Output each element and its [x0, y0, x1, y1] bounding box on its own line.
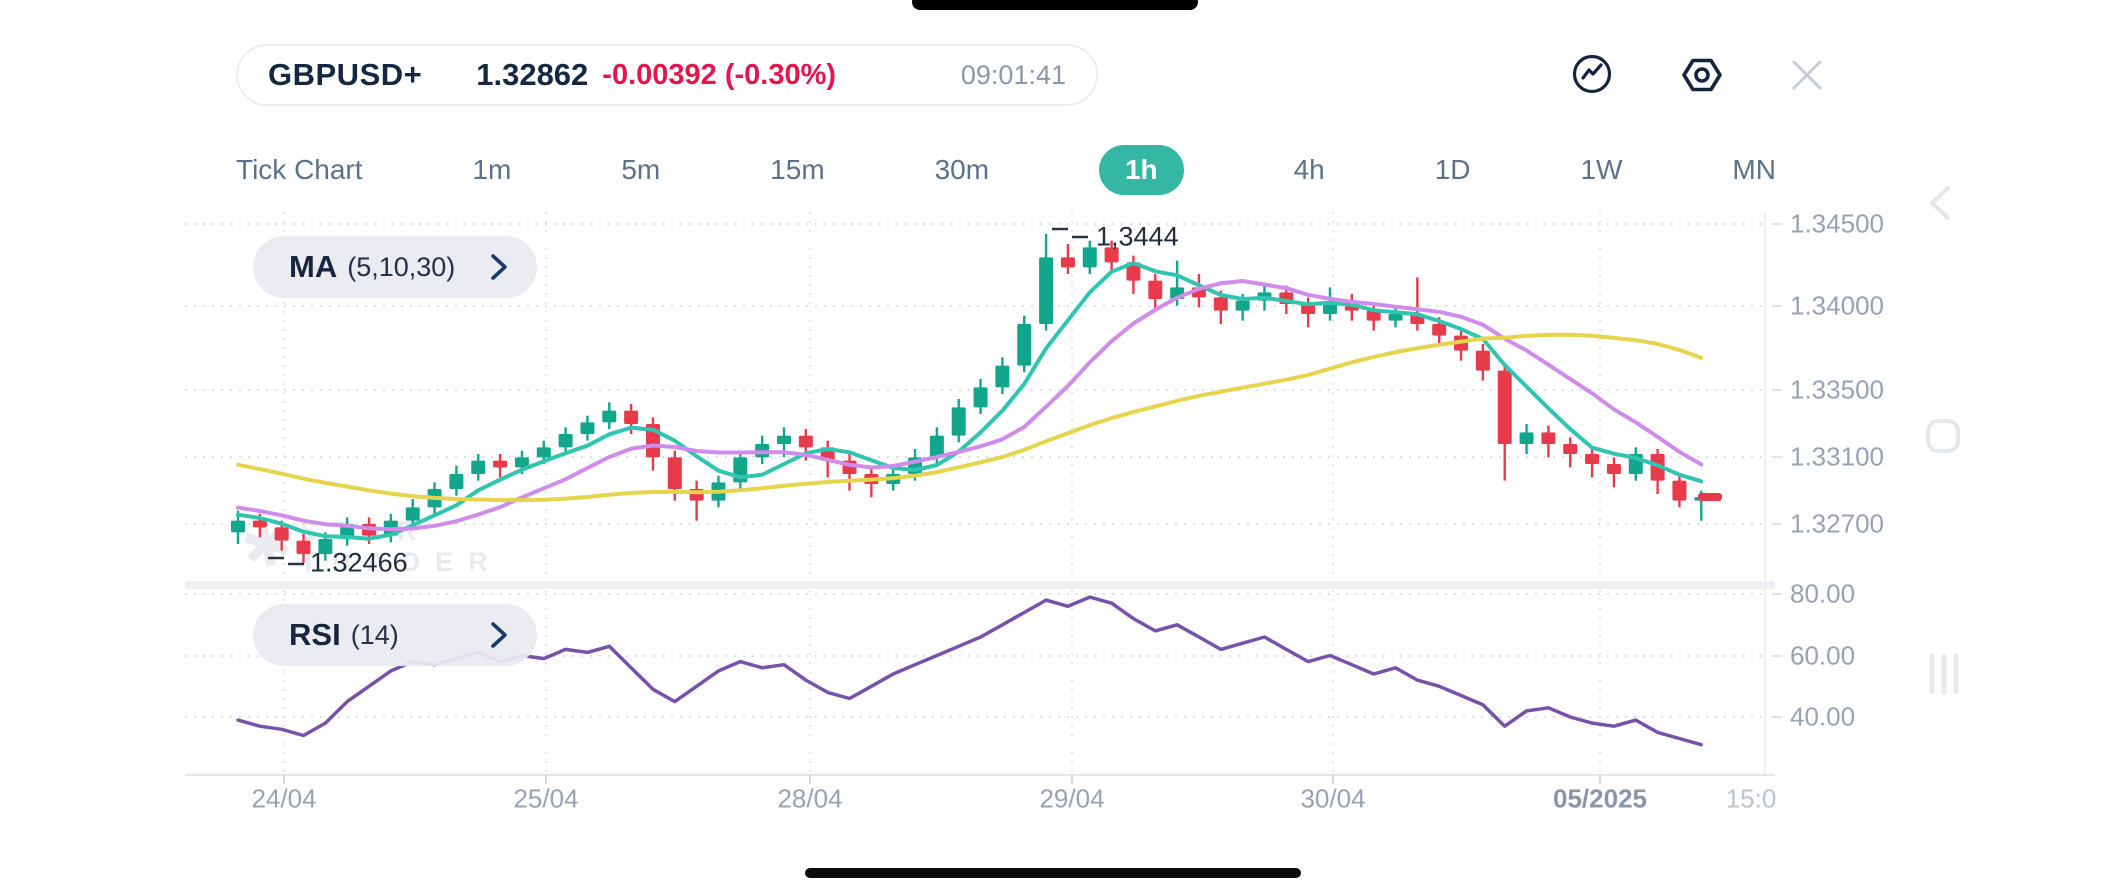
time-axis-label: 29/04 — [1039, 783, 1105, 814]
rsi-axis-label: 40.00 — [1790, 701, 1856, 732]
close-icon[interactable] — [1787, 55, 1827, 95]
price-axis-label: 1.32700 — [1790, 508, 1884, 539]
price-axis-label: 1.33100 — [1790, 441, 1884, 472]
timeframe-bar: Tick Chart 1m 5m 15m 30m 1h 4h 1D 1W MN — [236, 143, 1776, 197]
last-price: 1.32862 — [476, 57, 589, 92]
rsi-axis-label: 60.00 — [1790, 640, 1856, 671]
panel-resize-handle[interactable] — [1924, 650, 1964, 698]
time-axis-label: 28/04 — [777, 783, 843, 814]
symbol-name: GBPUSD+ — [268, 57, 423, 92]
settings-icon-glyph — [1682, 58, 1722, 92]
chevron-right-icon — [489, 251, 509, 283]
time-axis-label: 30/04 — [1300, 783, 1366, 814]
trend-line-icon[interactable] — [1570, 52, 1614, 96]
rsi-params: (14) — [350, 619, 399, 650]
timeframe-tab-1d[interactable]: 1D — [1434, 154, 1471, 185]
status-bar-notch — [912, 0, 1198, 10]
time-axis-label: 24/04 — [251, 783, 317, 814]
snapshot-square-icon[interactable] — [1924, 417, 1962, 455]
rsi-axis-label: 80.00 — [1790, 578, 1856, 609]
chevron-right-icon — [489, 619, 509, 651]
symbol-header[interactable]: GBPUSD+ 1.32862 -0.00392 (-0.30%) 09:01:… — [236, 44, 1098, 106]
time-axis-label: 15:0 — [1725, 783, 1777, 814]
trend-line-icon-glyph — [1572, 54, 1612, 94]
timeframe-tab-1m[interactable]: 1m — [472, 154, 512, 185]
ma-label: MA — [289, 249, 338, 284]
time-axis-label: 05/2025 — [1553, 783, 1647, 814]
price-axis-label: 1.34000 — [1790, 290, 1884, 321]
timeframe-tab-30m[interactable]: 30m — [934, 154, 990, 185]
home-indicator — [805, 868, 1301, 878]
timeframe-tab-15m[interactable]: 15m — [770, 154, 825, 185]
low-price-annotation: 1.32466 — [310, 547, 408, 578]
timeframe-tab-1h[interactable]: 1h — [1098, 145, 1184, 195]
server-time: 09:01:41 — [960, 59, 1066, 90]
ma-params: (5,10,30) — [347, 251, 456, 282]
rsi-label: RSI — [289, 617, 341, 652]
high-price-annotation: 1,3444 — [1096, 221, 1179, 252]
timeframe-tab-4h[interactable]: 4h — [1293, 154, 1325, 185]
settings-icon[interactable] — [1679, 52, 1725, 98]
rsi-indicator-button[interactable]: RSI (14) — [253, 604, 537, 666]
time-axis-label: 25/04 — [513, 783, 579, 814]
price-change: -0.00392 (-0.30%) — [602, 58, 837, 91]
timeframe-tab-mn[interactable]: MN — [1732, 154, 1776, 185]
scroll-left-chevron-icon[interactable] — [1922, 183, 1962, 223]
timeframe-tab-tick-chart[interactable]: Tick Chart — [236, 154, 363, 185]
price-axis-label: 1.33500 — [1790, 374, 1884, 405]
price-axis-label: 1.34500 — [1790, 208, 1884, 239]
close-icon-glyph — [1791, 59, 1823, 91]
ma-indicator-button[interactable]: MA (5,10,30) — [253, 236, 537, 298]
timeframe-tab-1w[interactable]: 1W — [1580, 154, 1623, 185]
timeframe-tab-5m[interactable]: 5m — [621, 154, 661, 185]
